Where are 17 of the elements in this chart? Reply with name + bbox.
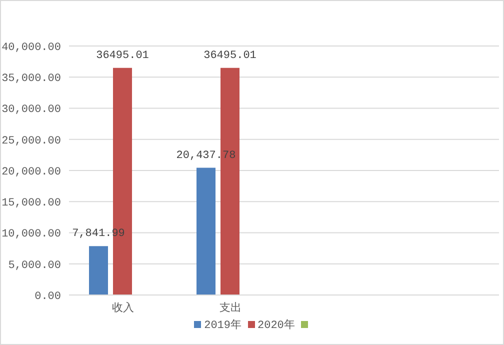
y-tick-label: 10,000.00 (2, 228, 61, 241)
data-label: 36495.01 (96, 50, 150, 62)
bar (196, 168, 216, 295)
data-label: 36495.01 (204, 50, 257, 62)
y-tick-label: 5,000.00 (8, 260, 61, 272)
legend-label: 2020年 (258, 318, 295, 332)
y-tick-label: 15,000.00 (2, 198, 61, 210)
x-tick-label: 支出 (219, 300, 242, 315)
y-tick-label: 40,000.00 (2, 42, 61, 54)
legend-label: 2019年 (204, 318, 242, 332)
y-tick-label: 25,000.00 (2, 135, 61, 148)
y-tick-label: 0.00 (34, 290, 61, 303)
y-tick-label: 20,000.00 (2, 166, 61, 178)
x-tick-label: 收入 (112, 300, 134, 315)
y-tick-label: 30,000.00 (2, 104, 61, 116)
bar (89, 246, 108, 295)
y-tick-label: 35,000.00 (2, 73, 61, 86)
